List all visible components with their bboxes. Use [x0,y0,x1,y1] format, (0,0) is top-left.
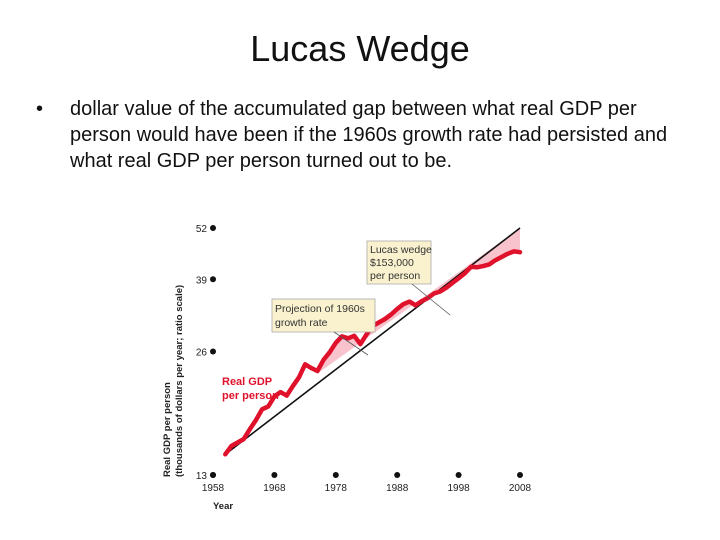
lucas-wedge-pointer [411,283,451,316]
x-tick-dot [455,472,462,478]
lucas-wedge-label-1: Lucas wedge [370,244,432,256]
real-gdp-label-1: Real GDP [222,376,272,388]
lucas-wedge-callout-box [366,240,432,285]
y-axis-ticks: 13 26 39 52 [196,224,216,482]
real-gdp-series-label: Real GDP per person [222,376,279,402]
y-tick-label: 26 [196,348,208,359]
x-tick-label: 1988 [386,483,409,494]
y-tick-dot [210,225,216,231]
lucas-wedge-label-2: $153,000 [370,257,414,269]
x-tick-dot [394,472,401,478]
x-tick-label: 1968 [263,483,286,494]
x-tick-dot [332,472,339,478]
lucas-wedge-label-3: per person [370,270,420,282]
y-axis-title: Real GDP per person (thousands of dollar… [162,285,185,477]
y-tick-dot [210,348,216,355]
x-tick-label: 1958 [202,483,225,494]
lucas-wedge-chart: Real GDP per person (thousands of dollar… [162,224,532,512]
y-tick-label: 39 [196,275,208,286]
lucas-wedge-callout: Lucas wedge $153,000 per person [366,240,451,316]
x-axis-ticks: 1958 1968 1978 1988 1998 2008 [202,472,532,494]
bullet-marker: • [36,98,44,120]
bullet-list: • dollar value of the accumulated gap be… [36,96,696,174]
x-tick-label: 1978 [325,483,348,494]
x-tick-dot [210,472,216,478]
slide-title: Lucas Wedge [250,28,470,69]
projection-label-2: growth rate [275,317,328,329]
projection-callout: Projection of 1960s growth rate [271,298,376,356]
real-gdp-label-2: per person [222,390,279,402]
x-tick-dot [517,472,523,478]
x-tick-dot [271,472,278,478]
y-tick-label: 13 [196,471,208,482]
y-axis-title-line2: (thousands of dollars per year; ratio sc… [174,285,185,477]
y-tick-dot [210,276,216,283]
projection-pointer [333,331,369,356]
x-tick-label: 1998 [447,483,470,494]
projection-callout-box [271,298,376,333]
y-axis-title-line1: Real GDP per person [162,382,173,477]
x-tick-label: 2008 [509,483,532,494]
x-axis-title: Year [213,501,233,512]
y-tick-label: 52 [196,224,208,235]
bullet-text: dollar value of the accumulated gap betw… [70,98,668,172]
projection-label-1: Projection of 1960s [275,303,365,315]
